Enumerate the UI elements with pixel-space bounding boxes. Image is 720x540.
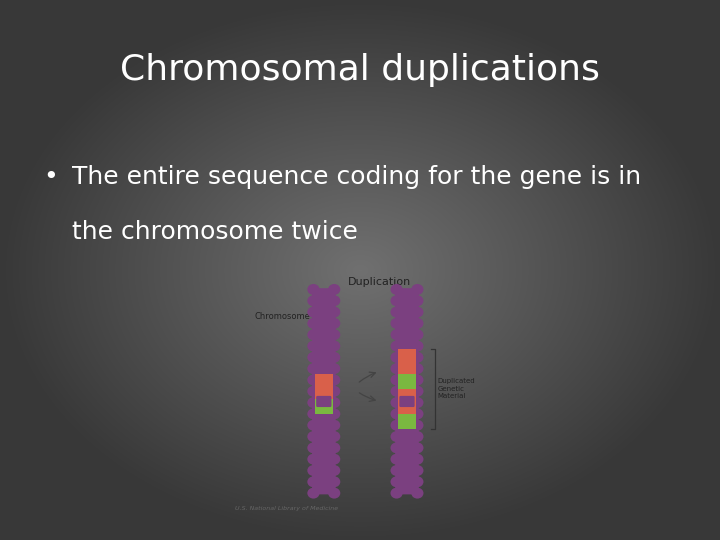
Circle shape bbox=[411, 307, 423, 318]
Circle shape bbox=[328, 363, 341, 374]
Circle shape bbox=[307, 420, 320, 431]
Circle shape bbox=[390, 341, 402, 352]
Circle shape bbox=[328, 386, 341, 397]
Circle shape bbox=[307, 363, 320, 374]
Text: Chromosome: Chromosome bbox=[255, 312, 318, 327]
Circle shape bbox=[411, 420, 423, 431]
Bar bbox=[315, 399, 333, 414]
Circle shape bbox=[328, 397, 341, 408]
Circle shape bbox=[307, 442, 320, 453]
Circle shape bbox=[390, 397, 402, 408]
Circle shape bbox=[307, 488, 320, 498]
Text: U.S. National Library of Medicine: U.S. National Library of Medicine bbox=[235, 505, 338, 510]
Circle shape bbox=[411, 341, 423, 352]
Circle shape bbox=[411, 408, 423, 420]
Bar bbox=[315, 374, 333, 399]
Circle shape bbox=[307, 307, 320, 318]
FancyBboxPatch shape bbox=[400, 396, 415, 407]
Text: Duplicated
Genetic
Material: Duplicated Genetic Material bbox=[438, 379, 475, 399]
Circle shape bbox=[307, 352, 320, 363]
Circle shape bbox=[328, 352, 341, 363]
Circle shape bbox=[328, 431, 341, 442]
Circle shape bbox=[411, 284, 423, 295]
Circle shape bbox=[328, 488, 341, 498]
Circle shape bbox=[411, 318, 423, 329]
Circle shape bbox=[328, 476, 341, 487]
Circle shape bbox=[411, 386, 423, 397]
Circle shape bbox=[328, 375, 341, 386]
Circle shape bbox=[390, 307, 402, 318]
Circle shape bbox=[390, 329, 402, 340]
Text: Duplication: Duplication bbox=[348, 277, 411, 287]
Circle shape bbox=[390, 408, 402, 420]
Circle shape bbox=[390, 375, 402, 386]
Circle shape bbox=[390, 476, 402, 487]
Circle shape bbox=[390, 352, 402, 363]
Circle shape bbox=[411, 329, 423, 340]
Circle shape bbox=[307, 397, 320, 408]
Bar bbox=[398, 389, 416, 414]
Circle shape bbox=[307, 408, 320, 420]
Circle shape bbox=[390, 363, 402, 374]
Circle shape bbox=[328, 454, 341, 464]
Circle shape bbox=[390, 284, 402, 295]
Circle shape bbox=[390, 465, 402, 476]
Circle shape bbox=[411, 442, 423, 453]
Bar bbox=[398, 414, 416, 429]
Circle shape bbox=[411, 431, 423, 442]
Circle shape bbox=[411, 488, 423, 498]
Bar bbox=[398, 349, 416, 374]
Circle shape bbox=[390, 488, 402, 498]
Circle shape bbox=[328, 420, 341, 431]
Circle shape bbox=[328, 318, 341, 329]
Circle shape bbox=[307, 431, 320, 442]
Circle shape bbox=[390, 454, 402, 464]
Circle shape bbox=[411, 375, 423, 386]
Circle shape bbox=[307, 454, 320, 464]
Circle shape bbox=[307, 465, 320, 476]
Circle shape bbox=[328, 408, 341, 420]
Circle shape bbox=[328, 341, 341, 352]
FancyBboxPatch shape bbox=[316, 396, 331, 407]
Circle shape bbox=[328, 329, 341, 340]
Circle shape bbox=[307, 329, 320, 340]
Circle shape bbox=[390, 318, 402, 329]
Circle shape bbox=[307, 386, 320, 397]
Circle shape bbox=[307, 284, 320, 295]
Bar bbox=[398, 374, 416, 389]
Circle shape bbox=[328, 307, 341, 318]
Circle shape bbox=[411, 363, 423, 374]
FancyBboxPatch shape bbox=[312, 288, 336, 495]
Circle shape bbox=[328, 442, 341, 453]
Circle shape bbox=[307, 318, 320, 329]
Circle shape bbox=[411, 295, 423, 306]
Circle shape bbox=[307, 476, 320, 487]
Circle shape bbox=[390, 420, 402, 431]
Circle shape bbox=[307, 295, 320, 306]
Circle shape bbox=[390, 431, 402, 442]
Circle shape bbox=[307, 375, 320, 386]
Circle shape bbox=[328, 284, 341, 295]
Circle shape bbox=[328, 295, 341, 306]
Circle shape bbox=[411, 397, 423, 408]
Circle shape bbox=[390, 386, 402, 397]
Circle shape bbox=[390, 442, 402, 453]
Circle shape bbox=[411, 465, 423, 476]
Text: Chromosomal duplications: Chromosomal duplications bbox=[120, 53, 600, 87]
Text: the chromosome twice: the chromosome twice bbox=[72, 220, 358, 244]
Circle shape bbox=[307, 341, 320, 352]
Text: The entire sequence coding for the gene is in: The entire sequence coding for the gene … bbox=[72, 165, 641, 188]
Circle shape bbox=[411, 454, 423, 464]
Circle shape bbox=[390, 295, 402, 306]
Circle shape bbox=[411, 352, 423, 363]
Circle shape bbox=[411, 476, 423, 487]
Circle shape bbox=[328, 465, 341, 476]
Text: •: • bbox=[43, 165, 58, 188]
FancyBboxPatch shape bbox=[395, 288, 419, 495]
